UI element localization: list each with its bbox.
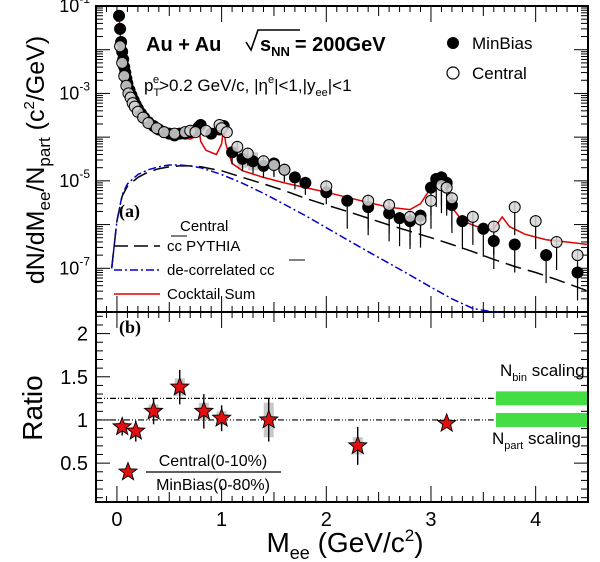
central-point xyxy=(320,180,333,193)
marker-legend: MinBias Central xyxy=(446,34,532,83)
central-point xyxy=(440,181,453,194)
minbias-point xyxy=(477,222,490,235)
ratio-star xyxy=(193,400,215,421)
ratio-star xyxy=(347,435,368,455)
curve-legend-header: Central xyxy=(180,218,228,235)
legend-numerator: Central(0-10%) xyxy=(159,453,267,470)
title-system: Au + Au xyxy=(146,34,221,56)
curve-de-correlated-cc xyxy=(110,164,499,313)
title-energy: sNN = 200GeV xyxy=(260,34,386,59)
minbias-point xyxy=(114,22,127,35)
ratio-star xyxy=(125,420,147,440)
central-point xyxy=(487,220,500,233)
reference-lines xyxy=(96,397,494,421)
panel-label-a: (a) xyxy=(119,201,140,222)
central-point xyxy=(189,126,202,139)
minbias-point xyxy=(393,212,406,225)
ratio-points xyxy=(111,369,457,465)
legend-filled-circle xyxy=(447,37,459,49)
central-point xyxy=(466,210,479,223)
scaling-band xyxy=(495,412,587,427)
ratio-star xyxy=(436,412,457,433)
legend-central: Central xyxy=(472,64,527,83)
ratio-star xyxy=(258,409,280,429)
top-ytick-label: 10-3 xyxy=(59,79,90,103)
central-point xyxy=(118,70,131,83)
minbias-point xyxy=(299,176,312,189)
ratio-legend: Central(0-10%) MinBias(0-80%) xyxy=(117,453,281,494)
central-point xyxy=(424,194,437,207)
legend-minbias: MinBias xyxy=(472,34,532,53)
bottom-ytick-label: 1.5 xyxy=(60,367,88,389)
central-point xyxy=(383,199,396,212)
curve-legend: Central cc PYTHIA de-correlated cc Cockt… xyxy=(114,218,305,303)
minbias-point xyxy=(508,238,521,251)
top-ytick-label: 10-7 xyxy=(59,254,90,278)
ratio-star xyxy=(111,416,133,436)
top-axis-ticks: 10-1 10-3 10-5 10-7 xyxy=(59,0,589,313)
xtick-label: 1 xyxy=(216,509,227,531)
minbias-point xyxy=(571,266,584,279)
panel-label-b: (b) xyxy=(119,317,141,338)
central-point xyxy=(116,56,129,69)
central-point xyxy=(220,126,233,139)
central-point xyxy=(529,215,542,228)
legend-star xyxy=(117,461,139,481)
xlabel: Mee (GeV/c2) xyxy=(266,526,423,562)
label-nbin-scaling: Nbin scaling xyxy=(500,361,585,384)
central-point xyxy=(114,40,127,53)
top-ytick-label: 10-5 xyxy=(59,167,90,191)
bottom-panel-frame xyxy=(95,311,589,503)
xtick-label: 4 xyxy=(530,509,541,531)
xtick-label: 3 xyxy=(425,509,436,531)
legend-open-circle xyxy=(446,66,460,80)
central-point xyxy=(445,192,458,205)
legend-pythia: cc PYTHIA xyxy=(167,238,240,255)
top-ytick-label: 10-1 xyxy=(59,0,90,16)
central-point xyxy=(508,201,521,214)
minbias-point xyxy=(487,235,500,248)
bottom-ytick-label: 0.5 xyxy=(60,453,88,475)
central-point xyxy=(278,163,291,176)
curve-cc-pythia xyxy=(110,165,589,292)
central-point xyxy=(362,194,375,207)
kinematic-cuts: pTe>0.2 GeV/c, |ηe|<1,|yee|<1 xyxy=(144,74,352,99)
legend-decorrelated: de-correlated cc xyxy=(167,262,275,279)
chart-title: Au + Au sNN = 200GeV xyxy=(146,29,386,59)
minbias-point xyxy=(540,249,553,262)
central-point xyxy=(404,210,417,223)
central-point xyxy=(571,249,584,262)
top-data-points xyxy=(113,9,584,279)
minbias-point xyxy=(456,215,469,228)
bottom-ylabel: Ratio xyxy=(17,375,48,440)
bottom-ytick-label: 1 xyxy=(77,410,88,432)
minbias-point xyxy=(113,9,126,22)
bottom-ytick-label: 2 xyxy=(77,324,88,346)
central-point xyxy=(168,127,181,140)
ratio-star xyxy=(169,376,191,396)
central-point xyxy=(267,159,280,172)
xtick-label: 0 xyxy=(111,509,122,531)
minbias-point xyxy=(341,194,354,207)
central-point xyxy=(550,235,563,248)
ratio-star xyxy=(143,400,164,421)
sqrt-sign xyxy=(245,29,300,52)
label-npart-scaling: Npart scaling xyxy=(492,429,581,452)
scaling-band xyxy=(495,391,587,406)
central-point xyxy=(257,155,270,168)
top-ylabel: dN/dMee/Npart (c2/GeV) xyxy=(21,36,54,284)
legend-denominator: MinBias(0-80%) xyxy=(156,477,270,494)
central-point xyxy=(241,147,254,160)
central-point xyxy=(414,213,427,226)
minbias-point xyxy=(288,171,301,184)
ratio-star xyxy=(211,407,232,427)
central-point xyxy=(231,140,244,153)
legend-star-marker xyxy=(117,461,139,481)
legend-cocktail: Cocktail Sum xyxy=(167,286,255,303)
scaling-bands xyxy=(495,391,587,427)
central-point xyxy=(158,126,171,139)
xtick-label: 2 xyxy=(321,509,332,531)
central-point xyxy=(199,124,212,137)
